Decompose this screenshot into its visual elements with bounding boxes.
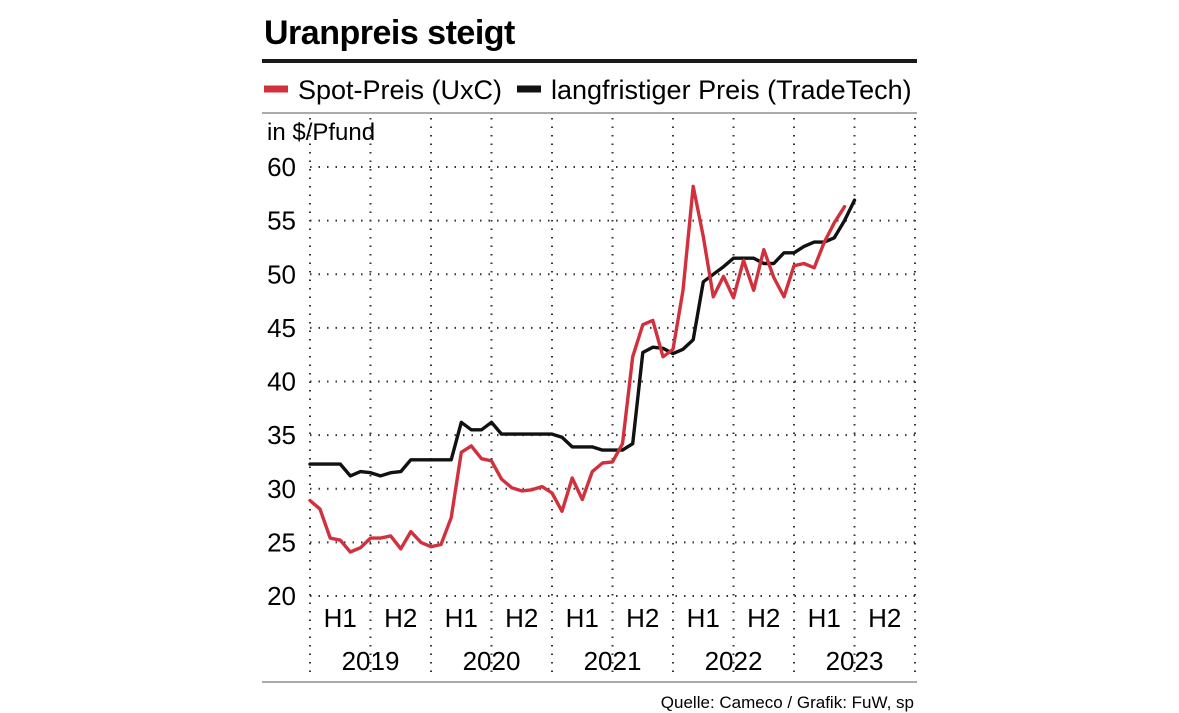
x-tick-half-label: H1 bbox=[324, 603, 357, 633]
x-tick-year-label: 2019 bbox=[342, 646, 400, 676]
source-note: Quelle: Cameco / Grafik: FuW, sp bbox=[661, 693, 914, 712]
series-line-long bbox=[308, 198, 857, 478]
y-axis: 20 25 30 35 40 45 50 55 60 bbox=[267, 152, 296, 611]
x-tick-year-label: 2020 bbox=[463, 646, 521, 676]
y-unit-label: in $/Pfund bbox=[267, 119, 375, 146]
x-tick-half-label: H1 bbox=[566, 603, 599, 633]
legend: Spot-Preis (UxC) langfristiger Preis (Tr… bbox=[264, 75, 912, 105]
x-tick-year-label: 2021 bbox=[584, 646, 642, 676]
y-tick-label: 20 bbox=[267, 581, 296, 611]
legend-label-long: langfristiger Preis (TradeTech) bbox=[551, 75, 912, 105]
x-tick-half-label: H1 bbox=[687, 603, 720, 633]
y-tick-label: 45 bbox=[267, 313, 296, 343]
x-axis: H1 H2 2019 H1 H2 2020 H1 H2 2021 H1 H2 2022 H1 H2 2023 bbox=[324, 603, 902, 676]
x-tick-half-label: H2 bbox=[868, 603, 901, 633]
x-tick-year-label: 2023 bbox=[826, 646, 884, 676]
y-tick-label: 60 bbox=[267, 152, 296, 182]
series-line-spot bbox=[308, 184, 847, 554]
x-tick-year-label: 2022 bbox=[705, 646, 763, 676]
x-tick-half-label: H1 bbox=[808, 603, 841, 633]
y-tick-label: 30 bbox=[267, 474, 296, 504]
x-tick-half-label: H2 bbox=[747, 603, 780, 633]
legend-label-spot: Spot-Preis (UxC) bbox=[298, 75, 502, 105]
x-tick-half-label: H2 bbox=[505, 603, 538, 633]
x-tick-half-label: H2 bbox=[384, 603, 417, 633]
y-tick-label: 40 bbox=[267, 367, 296, 397]
y-tick-label: 35 bbox=[267, 420, 296, 450]
chart-title: Uranpreis steigt bbox=[264, 14, 515, 52]
grid bbox=[309, 118, 916, 676]
y-tick-label: 55 bbox=[267, 206, 296, 236]
x-tick-half-label: H1 bbox=[445, 603, 478, 633]
y-tick-label: 25 bbox=[267, 527, 296, 557]
x-tick-half-label: H2 bbox=[626, 603, 659, 633]
y-tick-label: 50 bbox=[267, 259, 296, 289]
plot-lines bbox=[308, 184, 857, 554]
